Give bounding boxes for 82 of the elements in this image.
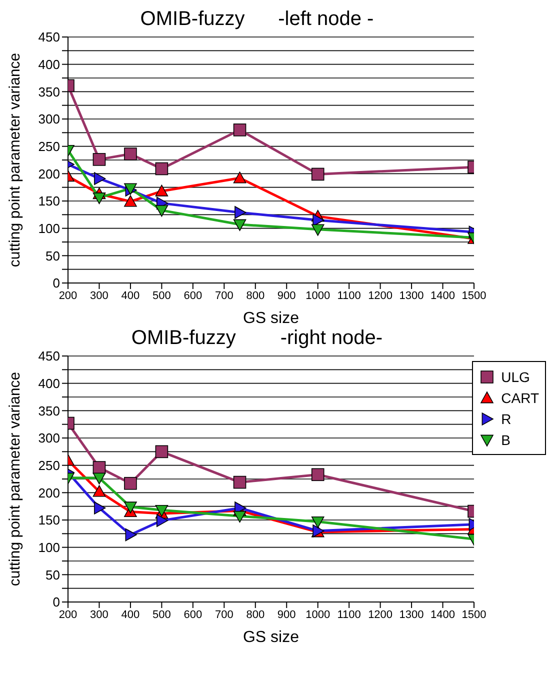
point xyxy=(311,168,324,181)
x-tick-label: 1100 xyxy=(337,290,361,302)
x-tick-label: 300 xyxy=(90,608,108,621)
point xyxy=(124,148,137,160)
legend-label: ULG xyxy=(501,368,530,384)
point xyxy=(155,162,168,176)
y-tick-label: 150 xyxy=(38,512,60,528)
y-tick-label: 300 xyxy=(38,112,60,127)
x-tick-label: 1300 xyxy=(399,290,424,302)
point xyxy=(92,472,106,484)
x-tick-label: 1300 xyxy=(399,608,424,621)
legend-label: R xyxy=(501,410,512,426)
x-tick-label: 1500 xyxy=(462,608,486,621)
x-tick-label: 1100 xyxy=(337,608,361,621)
y-tick-label: 100 xyxy=(38,220,60,236)
x-tick-label: 500 xyxy=(152,608,171,621)
y-tick-label: 350 xyxy=(38,403,60,418)
x-tick-label: 700 xyxy=(214,608,234,621)
legend-label: CART xyxy=(501,390,539,406)
point xyxy=(94,502,106,514)
x-tick-label: 1500 xyxy=(462,290,486,302)
x-tick-label: 300 xyxy=(90,290,108,302)
y-tick-label: 50 xyxy=(46,567,60,582)
x-tick-label: 1400 xyxy=(430,608,456,621)
y-tick-label: 450 xyxy=(38,30,60,45)
chart-title: OMIB-fuzzy -right node- xyxy=(130,327,384,350)
x-tick-label: 800 xyxy=(246,290,265,302)
y-tick-label: 300 xyxy=(38,430,60,446)
legend-label: B xyxy=(501,432,510,448)
point xyxy=(94,172,106,185)
x-tick-label: 400 xyxy=(121,290,140,302)
x-axis-title: GS size xyxy=(242,310,300,327)
y-axis-title: cutting point parameter variance xyxy=(6,52,24,268)
y-tick-label: 400 xyxy=(38,56,60,72)
x-tick-label: 800 xyxy=(246,608,265,621)
y-tick-label: 200 xyxy=(38,166,60,182)
point xyxy=(233,510,246,523)
y-tick-label: 250 xyxy=(38,458,60,473)
x-tick-label: 700 xyxy=(214,290,234,302)
point xyxy=(155,445,168,458)
point xyxy=(234,206,246,219)
x-tick-label: 500 xyxy=(152,290,171,302)
chart-title: OMIB-fuzzy -left node - xyxy=(139,8,375,31)
point xyxy=(155,205,168,217)
point xyxy=(92,485,106,497)
y-tick-label: 200 xyxy=(38,485,60,500)
point xyxy=(92,153,106,166)
x-tick-label: 1200 xyxy=(368,290,393,302)
y-tick-label: 350 xyxy=(38,84,60,100)
point xyxy=(92,192,106,204)
point xyxy=(124,502,137,514)
y-tick-label: 0 xyxy=(52,276,60,291)
point xyxy=(125,528,137,542)
x-tick-label: 1200 xyxy=(368,608,393,621)
y-tick-label: 250 xyxy=(38,138,60,154)
x-tick-label: 1400 xyxy=(430,290,456,302)
x-tick-label: 600 xyxy=(184,608,202,621)
y-axis-title: cutting point parameter variance xyxy=(6,372,24,586)
x-axis-title: GS size xyxy=(242,629,300,646)
x-tick-label: 600 xyxy=(184,290,202,302)
point xyxy=(124,476,137,490)
x-tick-label: 400 xyxy=(121,608,140,621)
point xyxy=(311,516,324,528)
point xyxy=(155,184,168,196)
y-tick-label: 400 xyxy=(38,376,60,391)
y-tick-label: 100 xyxy=(38,540,60,555)
x-tick-label: 900 xyxy=(277,608,296,621)
y-tick-label: 50 xyxy=(46,248,60,264)
y-tick-label: 150 xyxy=(38,194,60,209)
point xyxy=(233,172,246,184)
x-tick-label: 900 xyxy=(277,290,296,302)
y-tick-label: 0 xyxy=(52,594,60,610)
point xyxy=(233,124,246,136)
x-tick-label: 1000 xyxy=(306,608,330,621)
x-tick-label: 1000 xyxy=(306,290,330,302)
point xyxy=(311,468,324,482)
point xyxy=(311,224,324,236)
point xyxy=(233,219,246,231)
point xyxy=(233,476,246,489)
y-tick-label: 450 xyxy=(38,348,60,364)
point xyxy=(156,514,168,527)
point xyxy=(124,195,137,207)
